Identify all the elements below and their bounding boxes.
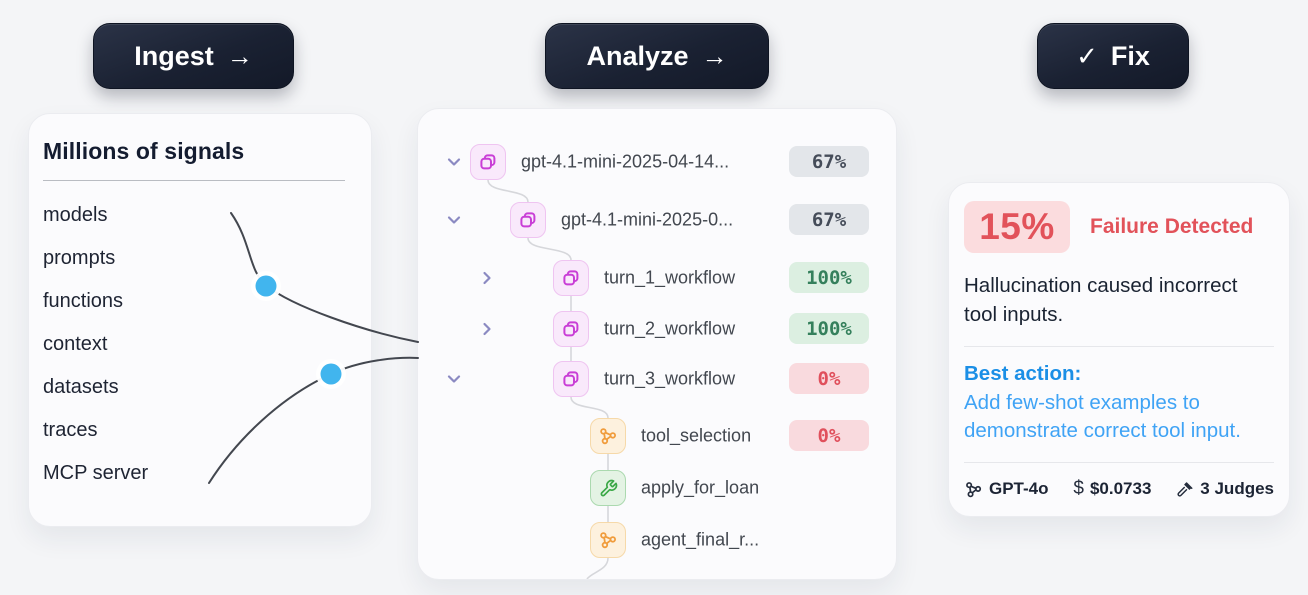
arrow-right-icon: → — [701, 41, 728, 71]
tree-row[interactable]: tool_selection 0% — [418, 418, 896, 454]
best-action-label: Best action: — [964, 362, 1082, 385]
judge-model-label: GPT-4o — [989, 479, 1049, 498]
signal-item-mcp-server: MCP server — [43, 462, 149, 484]
judge-model: GPT-4o — [964, 479, 1049, 499]
tool-node-icon — [590, 418, 626, 454]
score-badge: 100% — [789, 262, 869, 293]
tree-row[interactable]: apply_for_loan — [418, 470, 896, 506]
signals-card-title: Millions of signals — [43, 138, 245, 164]
chevron-right-icon[interactable] — [479, 321, 495, 337]
trace-tree-card: gpt-4.1-mini-2025-04-14... 67% gpt-4.1-m… — [417, 108, 897, 580]
divider — [964, 462, 1274, 463]
signals-card: Millions of signals models prompts funct… — [28, 113, 372, 527]
tree-row[interactable]: turn_2_workflow 100% — [418, 311, 896, 347]
evaluation-cost: $ $0.0733 — [1073, 478, 1151, 500]
workflow-node-icon — [553, 311, 589, 347]
tree-row[interactable]: gpt-4.1-mini-2025-04-14... 67% — [418, 144, 896, 180]
ingest-button[interactable]: Ingest → — [93, 23, 294, 89]
chevron-down-icon[interactable] — [446, 212, 462, 228]
score-badge: 0% — [789, 420, 869, 451]
chevron-down-icon[interactable] — [446, 371, 462, 387]
fix-button[interactable]: ✓ Fix — [1037, 23, 1189, 89]
score-badge: 0% — [789, 363, 869, 394]
tree-row[interactable]: agent_final_r... — [418, 522, 896, 558]
failure-description: Hallucination caused incorrect tool inpu… — [964, 274, 1238, 326]
tree-row-label: turn_1_workflow — [604, 267, 736, 288]
tree-row[interactable]: turn_1_workflow 100% — [418, 260, 896, 296]
tree-row-label: turn_2_workflow — [604, 318, 736, 339]
signal-item-models: models — [43, 204, 108, 226]
tree-row-label: tool_selection — [641, 425, 752, 446]
score-badge: 67% — [789, 204, 869, 235]
fix-button-label: Fix — [1110, 40, 1150, 71]
tree-row-label: turn_3_workflow — [604, 368, 736, 389]
failure-rate-badge: 15% — [964, 201, 1070, 253]
check-icon: ✓ — [1076, 41, 1098, 71]
judges-count-label: 3 Judges — [1200, 479, 1274, 498]
score-badge: 100% — [789, 313, 869, 344]
signal-item-traces: traces — [43, 419, 98, 441]
evaluation-cost-value: $0.0733 — [1089, 479, 1152, 498]
workflow-node-icon — [510, 202, 546, 238]
workflow-node-icon — [553, 260, 589, 296]
workflow-node-icon — [553, 361, 589, 397]
tool-call-wrench-icon — [590, 470, 626, 506]
gavel-icon — [1177, 482, 1193, 497]
tree-row[interactable]: gpt-4.1-mini-2025-0... 67% — [418, 202, 896, 238]
dollar-icon: $ — [1073, 478, 1084, 499]
divider — [964, 346, 1274, 347]
arrow-right-icon: → — [226, 41, 253, 71]
signal-item-datasets: datasets — [43, 376, 119, 398]
tree-row-label: gpt-4.1-mini-2025-04-14... — [521, 151, 730, 172]
score-badge: 67% — [789, 146, 869, 177]
analyze-button-label: Analyze — [586, 40, 689, 71]
tree-row[interactable]: turn_3_workflow 0% — [418, 361, 896, 397]
signals-list: models prompts functions context dataset… — [43, 194, 345, 495]
signal-item-functions: functions — [43, 290, 124, 312]
failure-detected-label: Failure Detected — [1090, 215, 1254, 238]
tree-row-label: apply_for_loan — [641, 477, 760, 498]
ingest-button-label: Ingest — [134, 40, 214, 71]
tree-row-label: agent_final_r... — [641, 529, 760, 550]
fix-insight-card: 15% Failure Detected Hallucination cause… — [948, 182, 1290, 517]
workflow-node-icon — [470, 144, 506, 180]
model-nodes-icon — [966, 481, 982, 497]
divider — [43, 180, 345, 181]
chevron-right-icon[interactable] — [479, 270, 495, 286]
tree-row-label: gpt-4.1-mini-2025-0... — [561, 209, 734, 230]
analyze-button[interactable]: Analyze → — [545, 23, 769, 89]
tool-node-icon — [590, 522, 626, 558]
best-action-text: Add few-shot examples to demonstrate cor… — [964, 391, 1241, 442]
chevron-down-icon[interactable] — [446, 154, 462, 170]
judges-count: 3 Judges — [1176, 479, 1274, 499]
signal-item-context: context — [43, 333, 108, 355]
fix-card-footer: GPT-4o $ $0.0733 3 Judges — [964, 478, 1274, 500]
signal-item-prompts: prompts — [43, 247, 116, 269]
